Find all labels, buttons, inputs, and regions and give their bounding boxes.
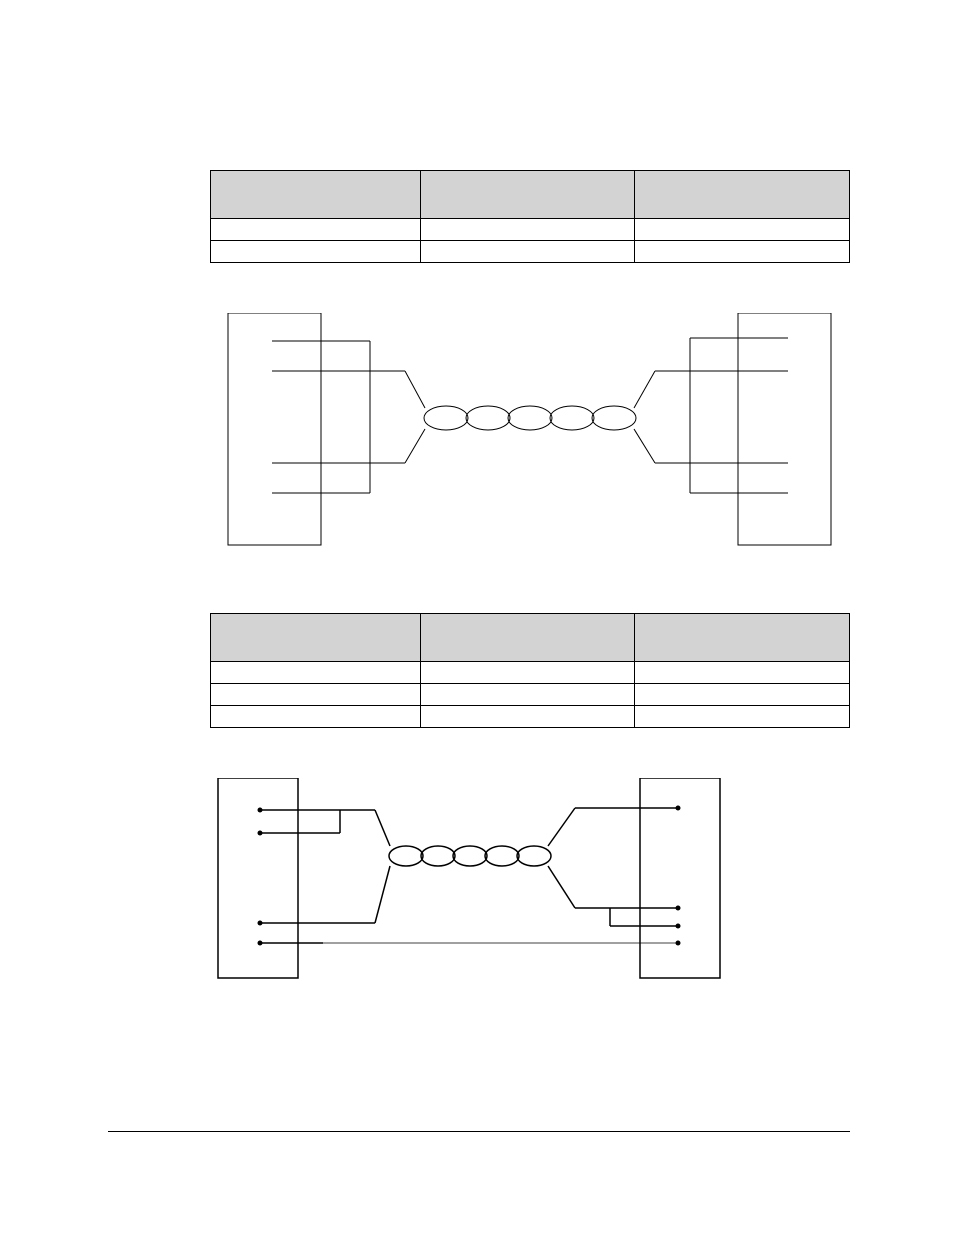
- wiring-diagram-1: [210, 313, 850, 553]
- table-cell: [211, 241, 421, 263]
- table-header-cell: [211, 171, 421, 219]
- table-cell: [635, 662, 850, 684]
- table-cell: [420, 706, 635, 728]
- table-row: [211, 241, 850, 263]
- diagram-svg-1: [210, 313, 850, 553]
- pinout-table-2: [210, 613, 850, 728]
- table-cell: [420, 662, 635, 684]
- footer-rule: [108, 1131, 850, 1132]
- table-row: [211, 706, 850, 728]
- table-header-row: [211, 171, 850, 219]
- table-2: [210, 613, 850, 728]
- table-cell: [635, 684, 850, 706]
- table-1: [210, 170, 850, 263]
- diagram-svg-2: [210, 778, 850, 988]
- table-cell: [635, 241, 850, 263]
- table-header-cell: [211, 614, 421, 662]
- table-header-cell: [635, 171, 850, 219]
- table-header-cell: [635, 614, 850, 662]
- table-row: [211, 684, 850, 706]
- table-cell: [635, 219, 850, 241]
- table-row: [211, 219, 850, 241]
- table-cell: [211, 684, 421, 706]
- table-cell: [635, 706, 850, 728]
- table-header-cell: [420, 614, 635, 662]
- table-row: [211, 662, 850, 684]
- pinout-table-1: [210, 170, 850, 263]
- wiring-diagram-2: [210, 778, 850, 988]
- table-cell: [211, 219, 421, 241]
- table-cell: [420, 684, 635, 706]
- table-cell: [420, 241, 635, 263]
- table-cell: [211, 706, 421, 728]
- table-cell: [420, 219, 635, 241]
- table-header-cell: [420, 171, 635, 219]
- table-cell: [211, 662, 421, 684]
- table-header-row: [211, 614, 850, 662]
